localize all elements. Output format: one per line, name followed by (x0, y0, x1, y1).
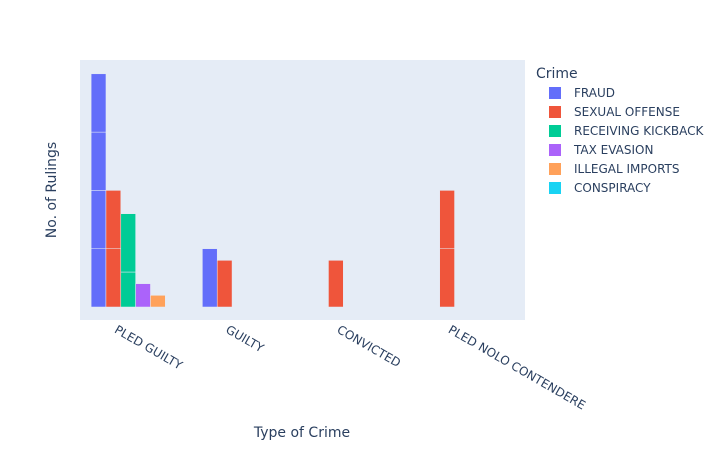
bar-fraud-0-3[interactable] (90, 73, 107, 133)
bar-fraud-1-0[interactable] (202, 248, 218, 308)
legend-item-fraud[interactable]: FRAUD (549, 86, 615, 100)
legend-item-conspiracy[interactable]: CONSPIRACY (549, 181, 651, 195)
legend-label: FRAUD (574, 86, 615, 100)
legend-label: CONSPIRACY (574, 181, 651, 195)
legend-item-illegal-imports[interactable]: ILLEGAL IMPORTS (549, 162, 680, 176)
legend-label: SEXUAL OFFENSE (574, 105, 680, 119)
legend-label: TAX EVASION (573, 143, 653, 157)
legend-title: Crime (536, 66, 578, 82)
bar-fraud-0-1[interactable] (90, 190, 107, 249)
legend-swatch (549, 106, 561, 118)
legend-label: ILLEGAL IMPORTS (574, 162, 680, 176)
legend-item-tax-evasion[interactable]: TAX EVASION (549, 143, 653, 157)
y-axis-title: No. of Rulings (44, 142, 60, 238)
bar-sexual-offense-3-1[interactable] (439, 190, 455, 249)
x-tick-label: CONVICTED (335, 322, 404, 370)
bar-sexual-offense-0-1[interactable] (105, 190, 122, 249)
bar-receiving-kickback-0-1[interactable] (120, 213, 136, 273)
legend-swatch (549, 182, 561, 194)
x-tick-label: PLED GUILTY (112, 322, 185, 372)
x-axis-title: Type of Crime (253, 425, 350, 441)
bar-receiving-kickback-0-0[interactable] (120, 271, 136, 308)
legend-swatch (549, 87, 561, 99)
legend-swatch (549, 144, 561, 156)
legend-item-sexual-offense[interactable]: SEXUAL OFFENSE (549, 105, 680, 119)
legend-swatch (549, 125, 561, 137)
bar-fraud-0-2[interactable] (90, 131, 107, 191)
bars-group (90, 73, 455, 308)
bar-illegal-imports-0-0[interactable] (150, 295, 166, 308)
bar-sexual-offense-3-0[interactable] (439, 248, 455, 308)
bar-sexual-offense-0-0[interactable] (105, 248, 122, 308)
bar-sexual-offense-1-0[interactable] (216, 260, 233, 308)
bar-sexual-offense-2-0[interactable] (328, 260, 344, 308)
x-tick-labels: PLED GUILTY GUILTY CONVICTED PLED NOLO CONT… (112, 322, 588, 412)
legend-label: RECEIVING KICKBACK (574, 124, 705, 138)
plot-area (80, 60, 525, 320)
legend[interactable]: FRAUD SEXUAL OFFENSE RECEIVING KICKBACK TAX… (549, 86, 705, 195)
bar-fraud-0-0[interactable] (90, 248, 107, 308)
x-tick-label: PLED NOLO CONTENDERE (446, 322, 588, 412)
x-tick-label: GUILTY (223, 322, 266, 355)
legend-swatch (549, 163, 561, 175)
bar-tax-evasion-0-0[interactable] (135, 283, 151, 308)
legend-item-receiving-kickback[interactable]: RECEIVING KICKBACK (549, 124, 705, 138)
